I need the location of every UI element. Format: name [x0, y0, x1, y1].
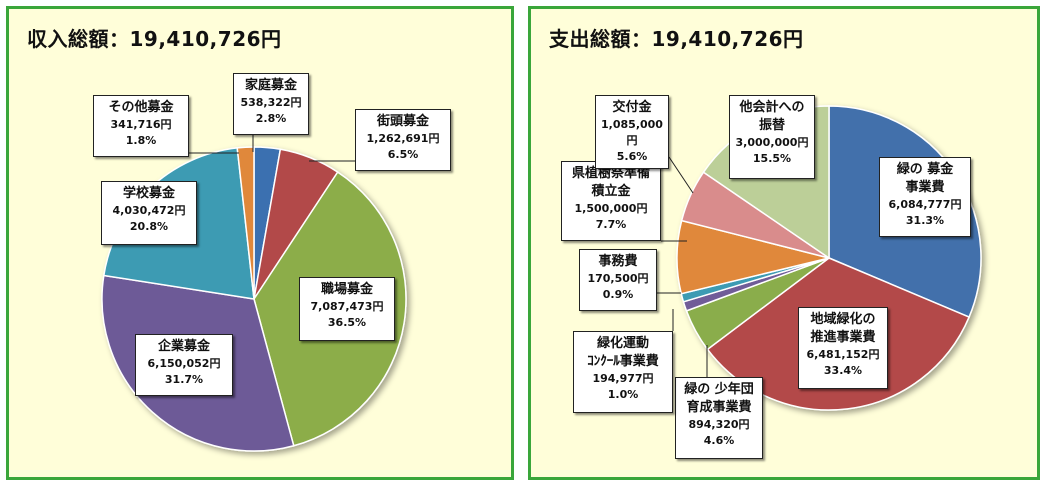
data-label-name: 地域緑化の 推進事業費 [810, 312, 876, 345]
data-label-value: 194,977円 [592, 372, 654, 385]
data-label-value: 6,481,152円 [806, 348, 880, 361]
pie-slice-0-5 [236, 146, 255, 300]
data-label-0-3: 企業募金 6,150,052円 31.7% [135, 334, 233, 396]
data-label-percent: 7.7% [595, 218, 627, 231]
data-label-name: 事務費 [598, 254, 638, 269]
income-chart-panel: 収入総額：19,410,726円 家庭募金 538,322円 2.8% 街頭募金 1,2… [6, 6, 514, 480]
data-label-1-5: 県植樹祭準備 積立金 1,500,000円 7.7% [561, 161, 661, 241]
data-label-percent: 1.8% [125, 134, 157, 147]
data-label-name: 緑の 少年団 育成事業費 [684, 382, 754, 415]
data-label-percent: 36.5% [327, 316, 367, 329]
data-label-percent: 4.6% [703, 434, 735, 447]
data-label-value: 1,500,000円 [574, 202, 648, 215]
data-label-0-0: 家庭募金 538,322円 2.8% [233, 73, 309, 135]
expense-chart-panel: 支出総額：19,410,726円 緑の 募金 事業費 6,084,777円 31.3… [528, 6, 1040, 480]
data-label-percent: 20.8% [129, 220, 169, 233]
data-label-value: 170,500円 [587, 272, 649, 285]
data-label-percent: 31.3% [905, 214, 945, 227]
data-label-0-4: 学校募金 4,030,472円 20.8% [101, 181, 197, 245]
expense-chart-title: 支出総額：19,410,726円 [549, 27, 804, 51]
data-label-value: 341,716円 [110, 118, 172, 131]
data-label-1-7: 他会計への 振替 3,000,000円 15.5% [729, 95, 815, 179]
data-label-value: 3,000,000円 [735, 136, 809, 149]
data-label-name: 職場募金 [320, 282, 373, 297]
data-label-value: 894,320円 [688, 418, 750, 431]
data-label-percent: 6.5% [387, 148, 419, 161]
data-label-name: 他会計への 振替 [739, 100, 805, 133]
leader-line-1-6 [668, 156, 694, 194]
data-label-percent: 1.0% [607, 388, 639, 401]
data-label-name: 学校募金 [122, 186, 175, 201]
data-label-name: 家庭募金 [244, 78, 297, 93]
data-label-name: 緑の 募金 事業費 [896, 162, 954, 195]
data-label-name: 県植樹祭準備 積立金 [571, 166, 650, 199]
data-label-1-6: 交付金 1,085,000円 5.6% [595, 95, 669, 169]
data-label-value: 4,030,472円 [112, 204, 186, 217]
data-label-0-1: 街頭募金 1,262,691円 6.5% [355, 109, 451, 171]
data-label-name: 交付金 [612, 100, 652, 115]
data-label-value: 6,084,777円 [888, 198, 962, 211]
data-label-percent: 5.6% [616, 150, 648, 163]
data-label-percent: 31.7% [164, 373, 204, 386]
data-label-value: 1,085,000円 [601, 118, 663, 147]
data-label-value: 6,150,052円 [147, 357, 221, 370]
income-chart-title: 収入総額：19,410,726円 [27, 27, 282, 51]
data-label-value: 7,087,473円 [310, 300, 384, 313]
data-label-1-3: 緑化運動 ｺﾝｸｰﾙ事業費 194,977円 1.0% [573, 331, 673, 413]
data-label-value: 538,322円 [240, 96, 302, 109]
data-label-percent: 33.4% [823, 364, 863, 377]
data-label-0-2: 職場募金 7,087,473円 36.5% [299, 277, 395, 341]
data-label-1-2: 緑の 少年団 育成事業費 894,320円 4.6% [675, 377, 763, 459]
data-label-percent: 0.9% [602, 288, 634, 301]
data-label-name: 街頭募金 [376, 114, 429, 129]
data-label-1-0: 緑の 募金 事業費 6,084,777円 31.3% [879, 157, 971, 237]
data-label-percent: 2.8% [255, 112, 287, 125]
data-label-value: 1,262,691円 [366, 132, 440, 145]
data-label-name: 企業募金 [157, 339, 210, 354]
data-label-1-4: 事務費 170,500円 0.9% [579, 249, 657, 311]
data-label-1-1: 地域緑化の 推進事業費 6,481,152円 33.4% [798, 307, 888, 389]
data-label-percent: 15.5% [752, 152, 792, 165]
data-label-name: その他募金 [108, 100, 174, 115]
data-label-name: 緑化運動 ｺﾝｸｰﾙ事業費 [587, 336, 659, 369]
data-label-0-5: その他募金 341,716円 1.8% [93, 95, 189, 157]
